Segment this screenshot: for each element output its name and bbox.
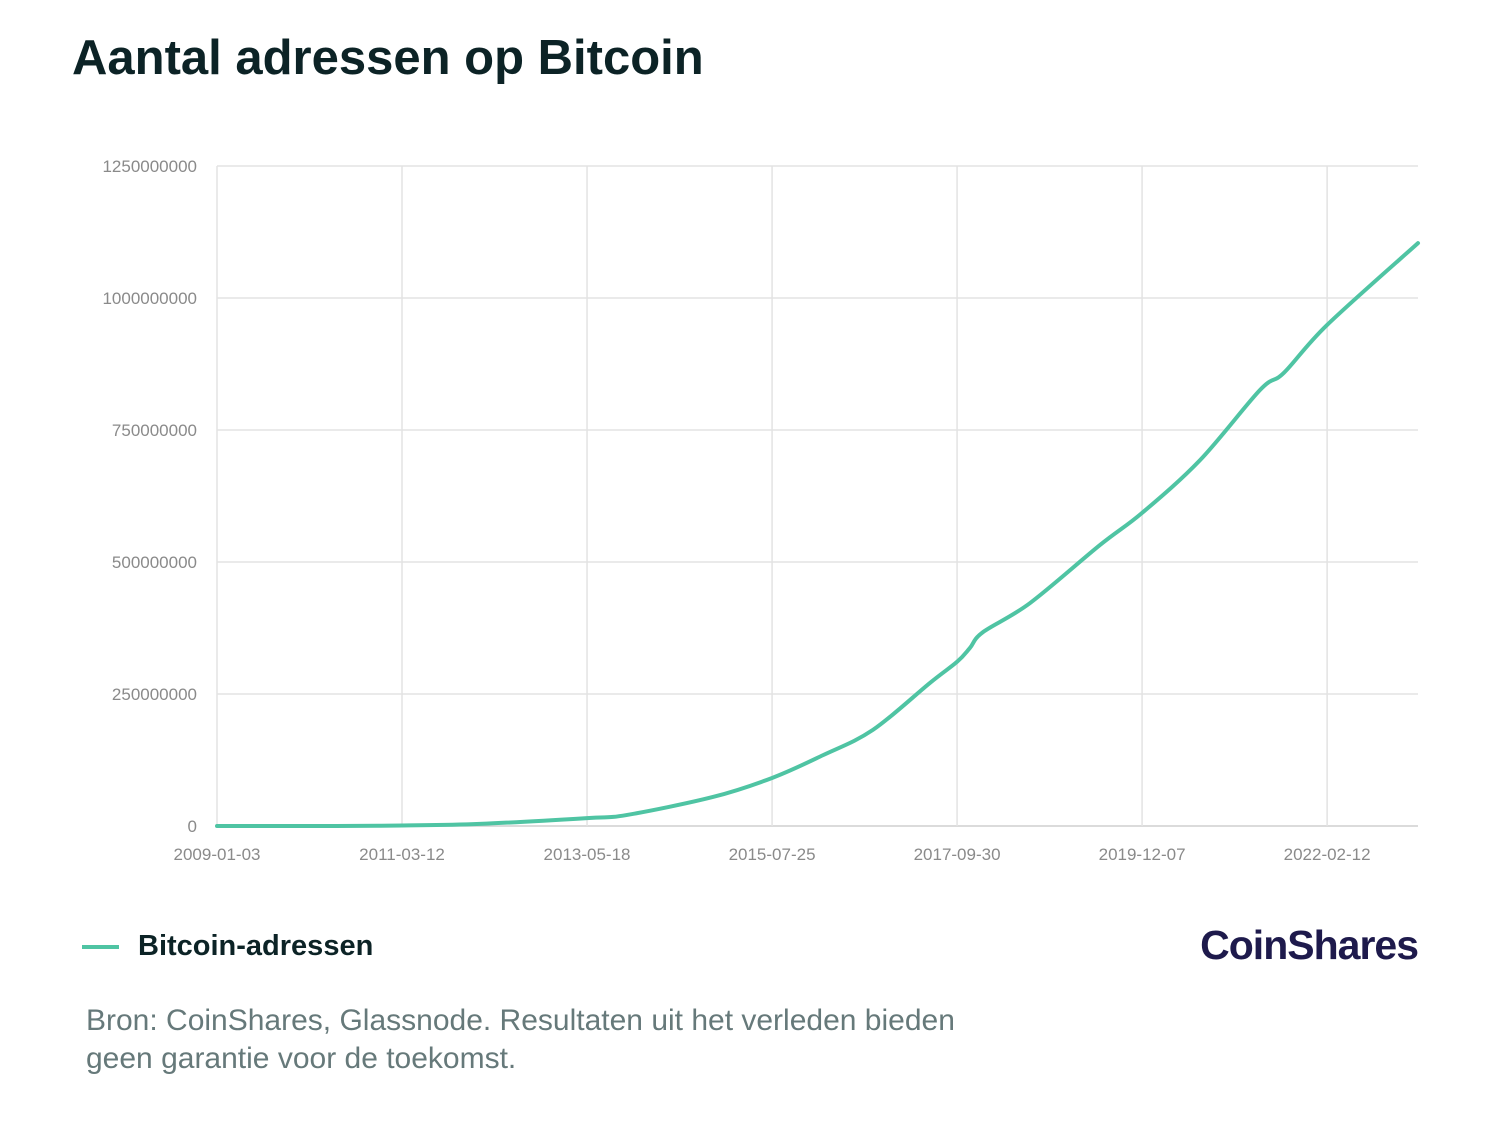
- y-tick-label: 0: [188, 817, 197, 836]
- line-chart: 0 250000000 500000000 750000000 1000000000 12…: [102, 157, 1420, 864]
- source-note: Bron: CoinShares, Glassnode. Resultaten …: [86, 1004, 955, 1075]
- legend-label: Bitcoin-adressen: [138, 930, 374, 962]
- chart-title: Aantal adressen op Bitcoin: [72, 31, 704, 85]
- y-tick-label: 1000000000: [102, 289, 197, 308]
- series-line-bitcoin-adressen: [215, 241, 1420, 829]
- coinshares-logo: CoinShares: [1200, 922, 1419, 968]
- legend-swatch: [82, 944, 119, 949]
- y-tick-label: 500000000: [112, 553, 197, 572]
- x-tick-label: 2011-03-12: [359, 845, 445, 864]
- y-tick-label: 250000000: [112, 685, 197, 704]
- legend: Bitcoin-adressen: [82, 930, 373, 963]
- x-tick-label: 2019-12-07: [1099, 845, 1186, 864]
- x-tick-label: 2017-09-30: [914, 845, 1001, 864]
- x-tick-label: 2022-02-12: [1284, 845, 1371, 864]
- x-tick-label: 2013-05-18: [544, 845, 631, 864]
- y-tick-label: 750000000: [112, 421, 197, 440]
- x-tick-label: 2015-07-25: [729, 845, 816, 864]
- x-tick-label: 2009-01-03: [174, 845, 261, 864]
- y-tick-label: 1250000000: [102, 157, 197, 176]
